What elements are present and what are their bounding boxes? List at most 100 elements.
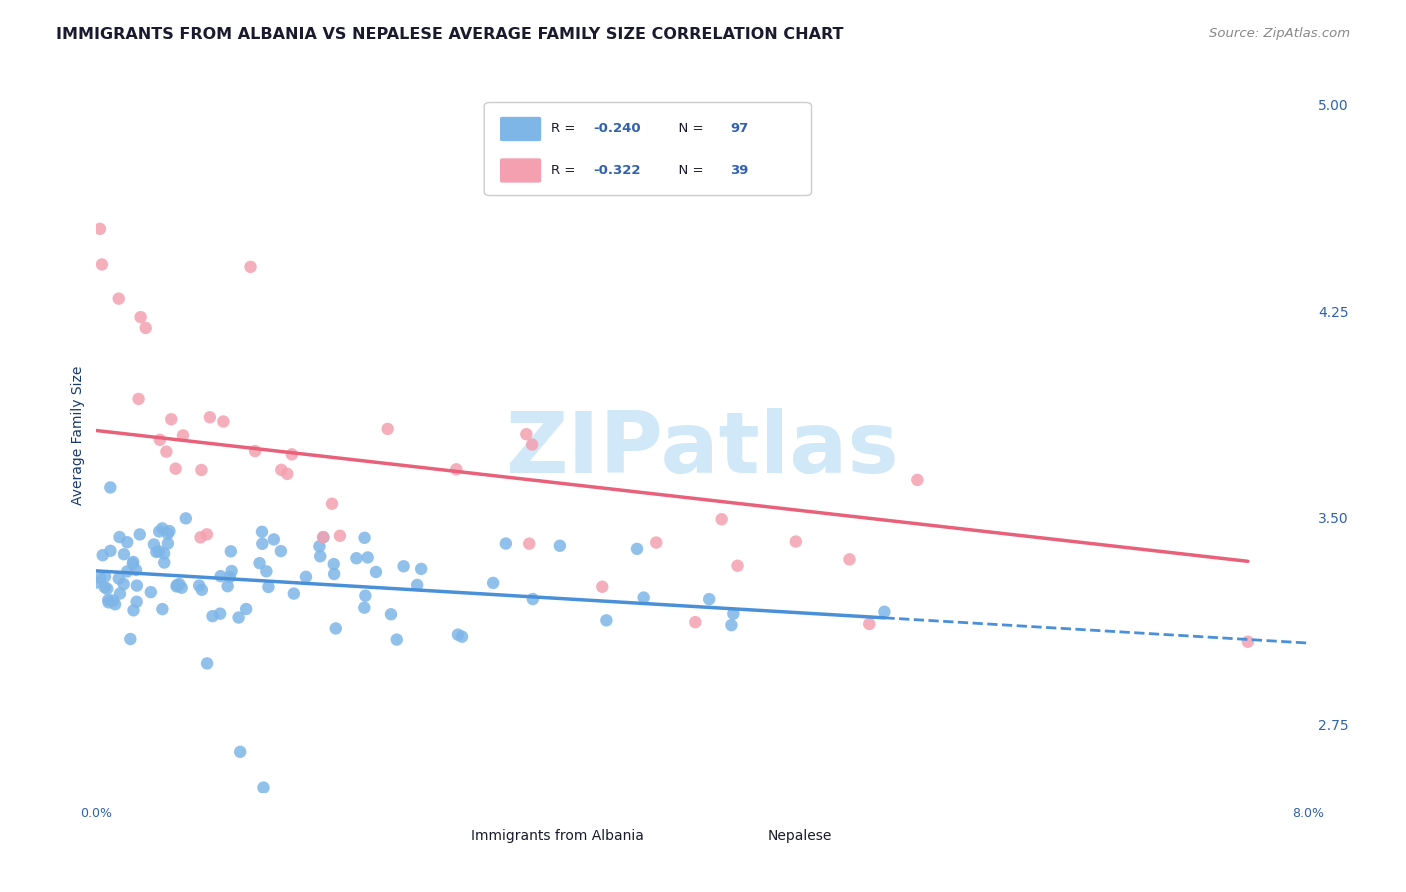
R = -0.240   N = 97	[148, 544, 170, 558]
R = -0.240   N = 97	[121, 557, 143, 571]
R = -0.240   N = 97	[195, 657, 218, 671]
R = -0.240   N = 97	[139, 585, 162, 599]
R = -0.240   N = 97	[91, 548, 114, 562]
R = -0.322   N = 39	[198, 410, 221, 425]
R = -0.240   N = 97	[128, 527, 150, 541]
Text: N =: N =	[669, 164, 707, 177]
R = -0.240   N = 97	[354, 589, 377, 603]
R = -0.240   N = 97	[252, 780, 274, 795]
R = -0.240   N = 97	[94, 580, 117, 594]
Text: -0.240: -0.240	[593, 122, 641, 136]
R = -0.240   N = 97	[322, 557, 344, 571]
R = -0.240   N = 97	[633, 591, 655, 605]
R = -0.240   N = 97	[89, 571, 111, 585]
R = -0.240   N = 97	[295, 570, 318, 584]
R = -0.240   N = 97	[209, 569, 232, 583]
R = -0.240   N = 97	[174, 511, 197, 525]
R = -0.322   N = 39	[1237, 634, 1260, 648]
R = -0.240   N = 97	[257, 580, 280, 594]
R = -0.240   N = 97	[97, 592, 120, 607]
R = -0.240   N = 97	[385, 632, 408, 647]
Text: -0.322: -0.322	[593, 164, 641, 177]
R = -0.240   N = 97	[308, 539, 330, 553]
R = -0.322   N = 39	[276, 467, 298, 481]
R = -0.240   N = 97	[108, 586, 131, 600]
R = -0.240   N = 97	[229, 745, 252, 759]
R = -0.240   N = 97	[148, 524, 170, 539]
R = -0.240   N = 97	[250, 524, 273, 539]
R = -0.240   N = 97	[152, 602, 174, 616]
R = -0.240   N = 97	[122, 555, 145, 569]
R = -0.322   N = 39	[190, 463, 212, 477]
R = -0.240   N = 97	[112, 577, 135, 591]
R = -0.322   N = 39	[520, 437, 543, 451]
R = -0.322   N = 39	[270, 463, 292, 477]
R = -0.240   N = 97	[451, 630, 474, 644]
R = -0.322   N = 39	[312, 530, 335, 544]
R = -0.240   N = 97	[406, 578, 429, 592]
R = -0.240   N = 97	[188, 578, 211, 592]
R = -0.240   N = 97	[249, 556, 271, 570]
Text: Immigrants from Albania: Immigrants from Albania	[471, 829, 644, 843]
R = -0.240   N = 97	[150, 521, 173, 535]
FancyBboxPatch shape	[742, 822, 782, 850]
R = -0.240   N = 97	[157, 524, 180, 538]
R = -0.240   N = 97	[325, 622, 347, 636]
R = -0.240   N = 97	[873, 605, 896, 619]
R = -0.240   N = 97	[411, 562, 433, 576]
R = -0.322   N = 39	[838, 552, 860, 566]
R = -0.322   N = 39	[591, 580, 613, 594]
R = -0.322   N = 39	[149, 433, 172, 447]
R = -0.240   N = 97	[283, 586, 305, 600]
Text: 0.0%: 0.0%	[80, 807, 112, 820]
R = -0.322   N = 39	[858, 616, 880, 631]
R = -0.322   N = 39	[91, 257, 114, 271]
R = -0.322   N = 39	[135, 321, 157, 335]
R = -0.240   N = 97	[548, 539, 571, 553]
R = -0.322   N = 39	[785, 534, 807, 549]
R = -0.240   N = 97	[495, 536, 517, 550]
R = -0.322   N = 39	[905, 473, 928, 487]
R = -0.240   N = 97	[522, 592, 544, 607]
R = -0.240   N = 97	[156, 536, 179, 550]
R = -0.240   N = 97	[364, 565, 387, 579]
Text: ZIPatlas: ZIPatlas	[506, 408, 900, 491]
R = -0.240   N = 97	[217, 579, 239, 593]
R = -0.322   N = 39	[195, 527, 218, 541]
R = -0.240   N = 97	[720, 618, 742, 632]
R = -0.240   N = 97	[263, 533, 285, 547]
R = -0.322   N = 39	[685, 615, 707, 629]
Text: R =: R =	[551, 164, 579, 177]
Text: 8.0%: 8.0%	[1292, 807, 1324, 820]
R = -0.240   N = 97	[145, 545, 167, 559]
R = -0.240   N = 97	[142, 537, 165, 551]
R = -0.322   N = 39	[727, 558, 749, 573]
R = -0.240   N = 97	[346, 551, 368, 566]
R = -0.240   N = 97	[252, 537, 274, 551]
R = -0.322   N = 39	[377, 422, 399, 436]
R = -0.240   N = 97	[218, 570, 240, 584]
R = -0.240   N = 97	[228, 610, 250, 624]
R = -0.240   N = 97	[86, 575, 108, 590]
R = -0.240   N = 97	[96, 582, 118, 596]
R = -0.240   N = 97	[115, 565, 138, 579]
R = -0.240   N = 97	[120, 632, 142, 646]
R = -0.240   N = 97	[254, 564, 277, 578]
R = -0.322   N = 39	[645, 535, 668, 549]
FancyBboxPatch shape	[501, 117, 541, 141]
R = -0.240   N = 97	[482, 576, 505, 591]
R = -0.240   N = 97	[697, 592, 720, 607]
R = -0.240   N = 97	[100, 544, 122, 558]
R = -0.322   N = 39	[243, 444, 266, 458]
R = -0.240   N = 97	[115, 535, 138, 549]
R = -0.240   N = 97	[353, 600, 375, 615]
R = -0.240   N = 97	[626, 541, 648, 556]
R = -0.240   N = 97	[447, 628, 470, 642]
R = -0.240   N = 97	[103, 593, 125, 607]
R = -0.240   N = 97	[97, 595, 120, 609]
R = -0.322   N = 39	[239, 260, 262, 274]
R = -0.240   N = 97	[153, 556, 176, 570]
Text: IMMIGRANTS FROM ALBANIA VS NEPALESE AVERAGE FAMILY SIZE CORRELATION CHART: IMMIGRANTS FROM ALBANIA VS NEPALESE AVER…	[56, 27, 844, 42]
R = -0.240   N = 97	[104, 597, 127, 611]
R = -0.322   N = 39	[710, 512, 733, 526]
